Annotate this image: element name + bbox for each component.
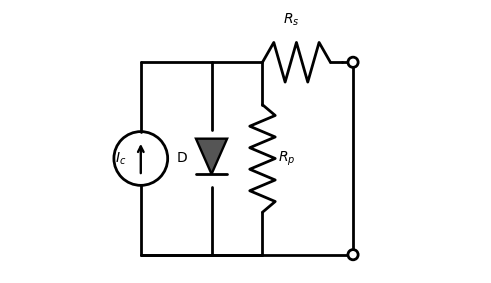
Text: D: D [177,151,188,166]
Text: $R_p$: $R_p$ [278,149,296,168]
Text: $R_s$: $R_s$ [282,12,299,28]
Text: $I_c$: $I_c$ [115,150,127,167]
Circle shape [348,250,358,260]
Polygon shape [196,139,227,174]
Circle shape [348,57,358,67]
